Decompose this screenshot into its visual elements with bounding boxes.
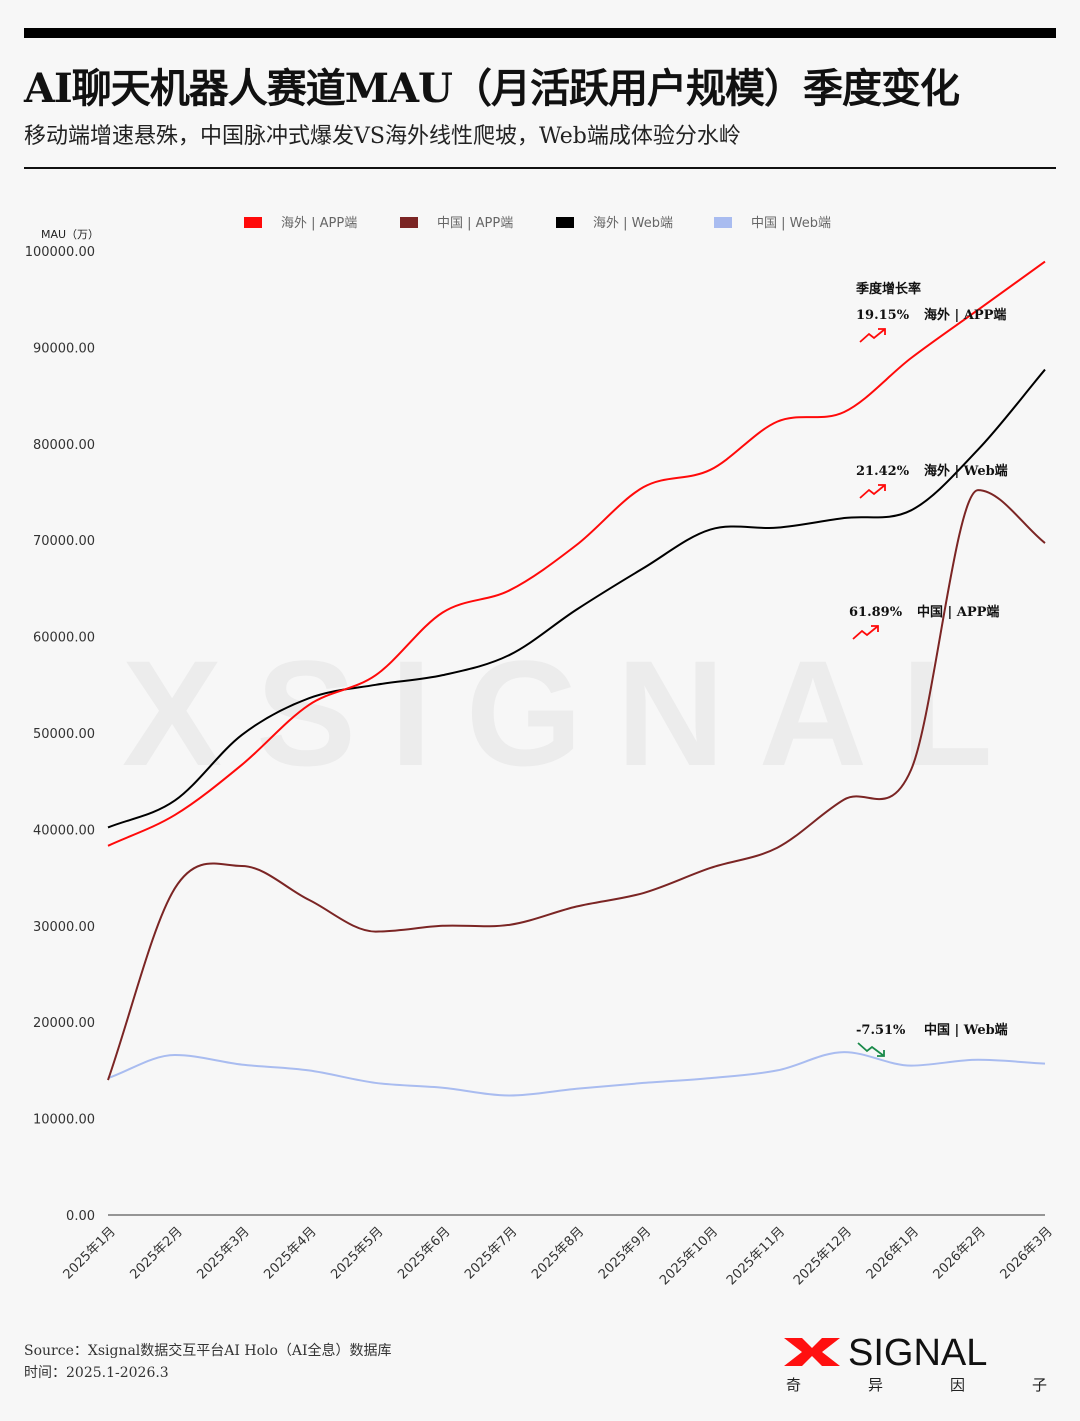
trend-up-icon: [859, 484, 886, 499]
page-title: AI聊天机器人赛道MAU（月活跃用户规模）季度变化: [24, 65, 960, 112]
series-line: [107, 260, 1046, 847]
series-line: [107, 1051, 1046, 1097]
y-tick-label: 70000.00: [33, 534, 95, 549]
logo-text: SIGNAL: [848, 1334, 987, 1374]
y-tick-label: 0.00: [66, 1209, 95, 1224]
legend: 海外 | APP端 中国 | APP端 海外 | Web端 中国 | Web端: [244, 216, 831, 231]
x-tick-label: 2026年1月: [864, 1224, 922, 1282]
growth-rate: 61.89%: [849, 605, 903, 620]
watermark: XSIGNAL: [122, 629, 1027, 797]
x-tick-label: 2025年1月: [61, 1224, 119, 1282]
growth-series-label: 中国 | APP端: [917, 604, 999, 620]
x-tick-label: 2026年3月: [998, 1224, 1056, 1282]
logo-char: 子: [1032, 1376, 1047, 1394]
legend-swatch: [714, 217, 732, 228]
annotation-heading: 季度增长率: [855, 281, 921, 297]
legend-swatch: [244, 217, 262, 228]
legend-item: 海外 | Web端: [556, 216, 673, 231]
x-tick-label: 2025年11月: [724, 1224, 788, 1288]
annotation-item: 61.89% 中国 | APP端: [849, 604, 999, 640]
x-tick-label: 2025年9月: [596, 1224, 654, 1282]
y-axis-label: MAU（万）: [41, 228, 99, 241]
y-tick-label: 50000.00: [33, 727, 95, 742]
x-tick-label: 2025年12月: [791, 1224, 855, 1288]
y-tick-label: 30000.00: [33, 920, 95, 935]
legend-item: 中国 | Web端: [714, 216, 831, 231]
growth-rate: -7.51%: [856, 1023, 906, 1038]
legend-label: 海外 | Web端: [593, 216, 673, 231]
series-line: [107, 368, 1046, 829]
legend-swatch: [556, 217, 574, 228]
y-axis: 0.00 10000.00 20000.00 30000.00 40000.00 5000…: [25, 245, 95, 1224]
time-range-text: 时间：2025.1-2026.3: [24, 1365, 169, 1381]
annotation-item: -7.51% 中国 | Web端: [856, 1022, 1008, 1057]
xsignal-logo: SIGNAL 奇 异 因 子: [782, 1332, 1057, 1394]
logo-char: 因: [950, 1376, 965, 1394]
growth-series-label: 中国 | Web端: [924, 1022, 1008, 1038]
y-tick-label: 20000.00: [33, 1016, 95, 1031]
legend-label: 中国 | APP端: [437, 216, 513, 231]
trend-up-icon: [859, 328, 886, 343]
watermark-text: XSIGNAL: [122, 629, 1027, 797]
x-tick-label: 2025年6月: [395, 1224, 453, 1282]
logo-char: 奇: [786, 1376, 801, 1394]
growth-series-label: 海外 | APP端: [924, 307, 1006, 323]
annotation-item: 21.42% 海外 | Web端: [856, 463, 1008, 499]
growth-rate: 21.42%: [856, 464, 910, 479]
x-axis: 2025年1月 2025年2月 2025年3月 2025年4月 2025年5月 2025年…: [61, 1224, 1056, 1288]
trend-down-icon: [857, 1042, 885, 1057]
trend-up-icon: [852, 625, 879, 640]
x-tick-label: 2025年4月: [261, 1224, 319, 1282]
logo-x-mark: [784, 1338, 840, 1366]
x-tick-label: 2025年3月: [194, 1224, 252, 1282]
growth-series-label: 海外 | Web端: [924, 463, 1008, 479]
legend-item: 海外 | APP端: [244, 216, 357, 231]
x-tick-label: 2025年7月: [462, 1224, 520, 1282]
y-tick-label: 10000.00: [33, 1113, 95, 1128]
series-lines: [107, 260, 1046, 1097]
annotation-item: 19.15% 海外 | APP端: [856, 307, 1006, 343]
logo-char: 异: [868, 1376, 883, 1394]
top-bar: [24, 28, 1056, 38]
legend-label: 中国 | Web端: [751, 216, 831, 231]
y-tick-label: 100000.00: [25, 245, 95, 260]
growth-rate: 19.15%: [856, 308, 910, 323]
y-tick-label: 90000.00: [33, 341, 95, 356]
page-subtitle: 移动端增速悬殊，中国脉冲式爆发VS海外线性爬坡，Web端成体验分水岭: [24, 124, 741, 149]
legend-label: 海外 | APP端: [281, 216, 357, 231]
x-tick-label: 2025年2月: [128, 1224, 186, 1282]
x-tick-label: 2026年2月: [931, 1224, 989, 1282]
source-text: Source：Xsignal数据交互平台AI Holo（AI全息）数据库: [24, 1343, 392, 1359]
divider: [24, 167, 1056, 169]
x-tick-label: 2025年10月: [657, 1224, 721, 1288]
x-tick-label: 2025年5月: [328, 1224, 386, 1282]
legend-swatch: [400, 217, 418, 228]
y-tick-label: 40000.00: [33, 823, 95, 838]
series-line: [107, 489, 1046, 1081]
growth-annotations: 季度增长率 19.15% 海外 | APP端 21.42% 海外 | Web端 61.89…: [849, 281, 1008, 1057]
legend-item: 中国 | APP端: [400, 216, 513, 231]
x-tick-label: 2025年8月: [529, 1224, 587, 1282]
y-tick-label: 60000.00: [33, 631, 95, 646]
line-chart: XSIGNAL 海外 | APP端 中国 | APP端 海外 | Web端 中国 | …: [25, 216, 1056, 1288]
y-tick-label: 80000.00: [33, 438, 95, 453]
